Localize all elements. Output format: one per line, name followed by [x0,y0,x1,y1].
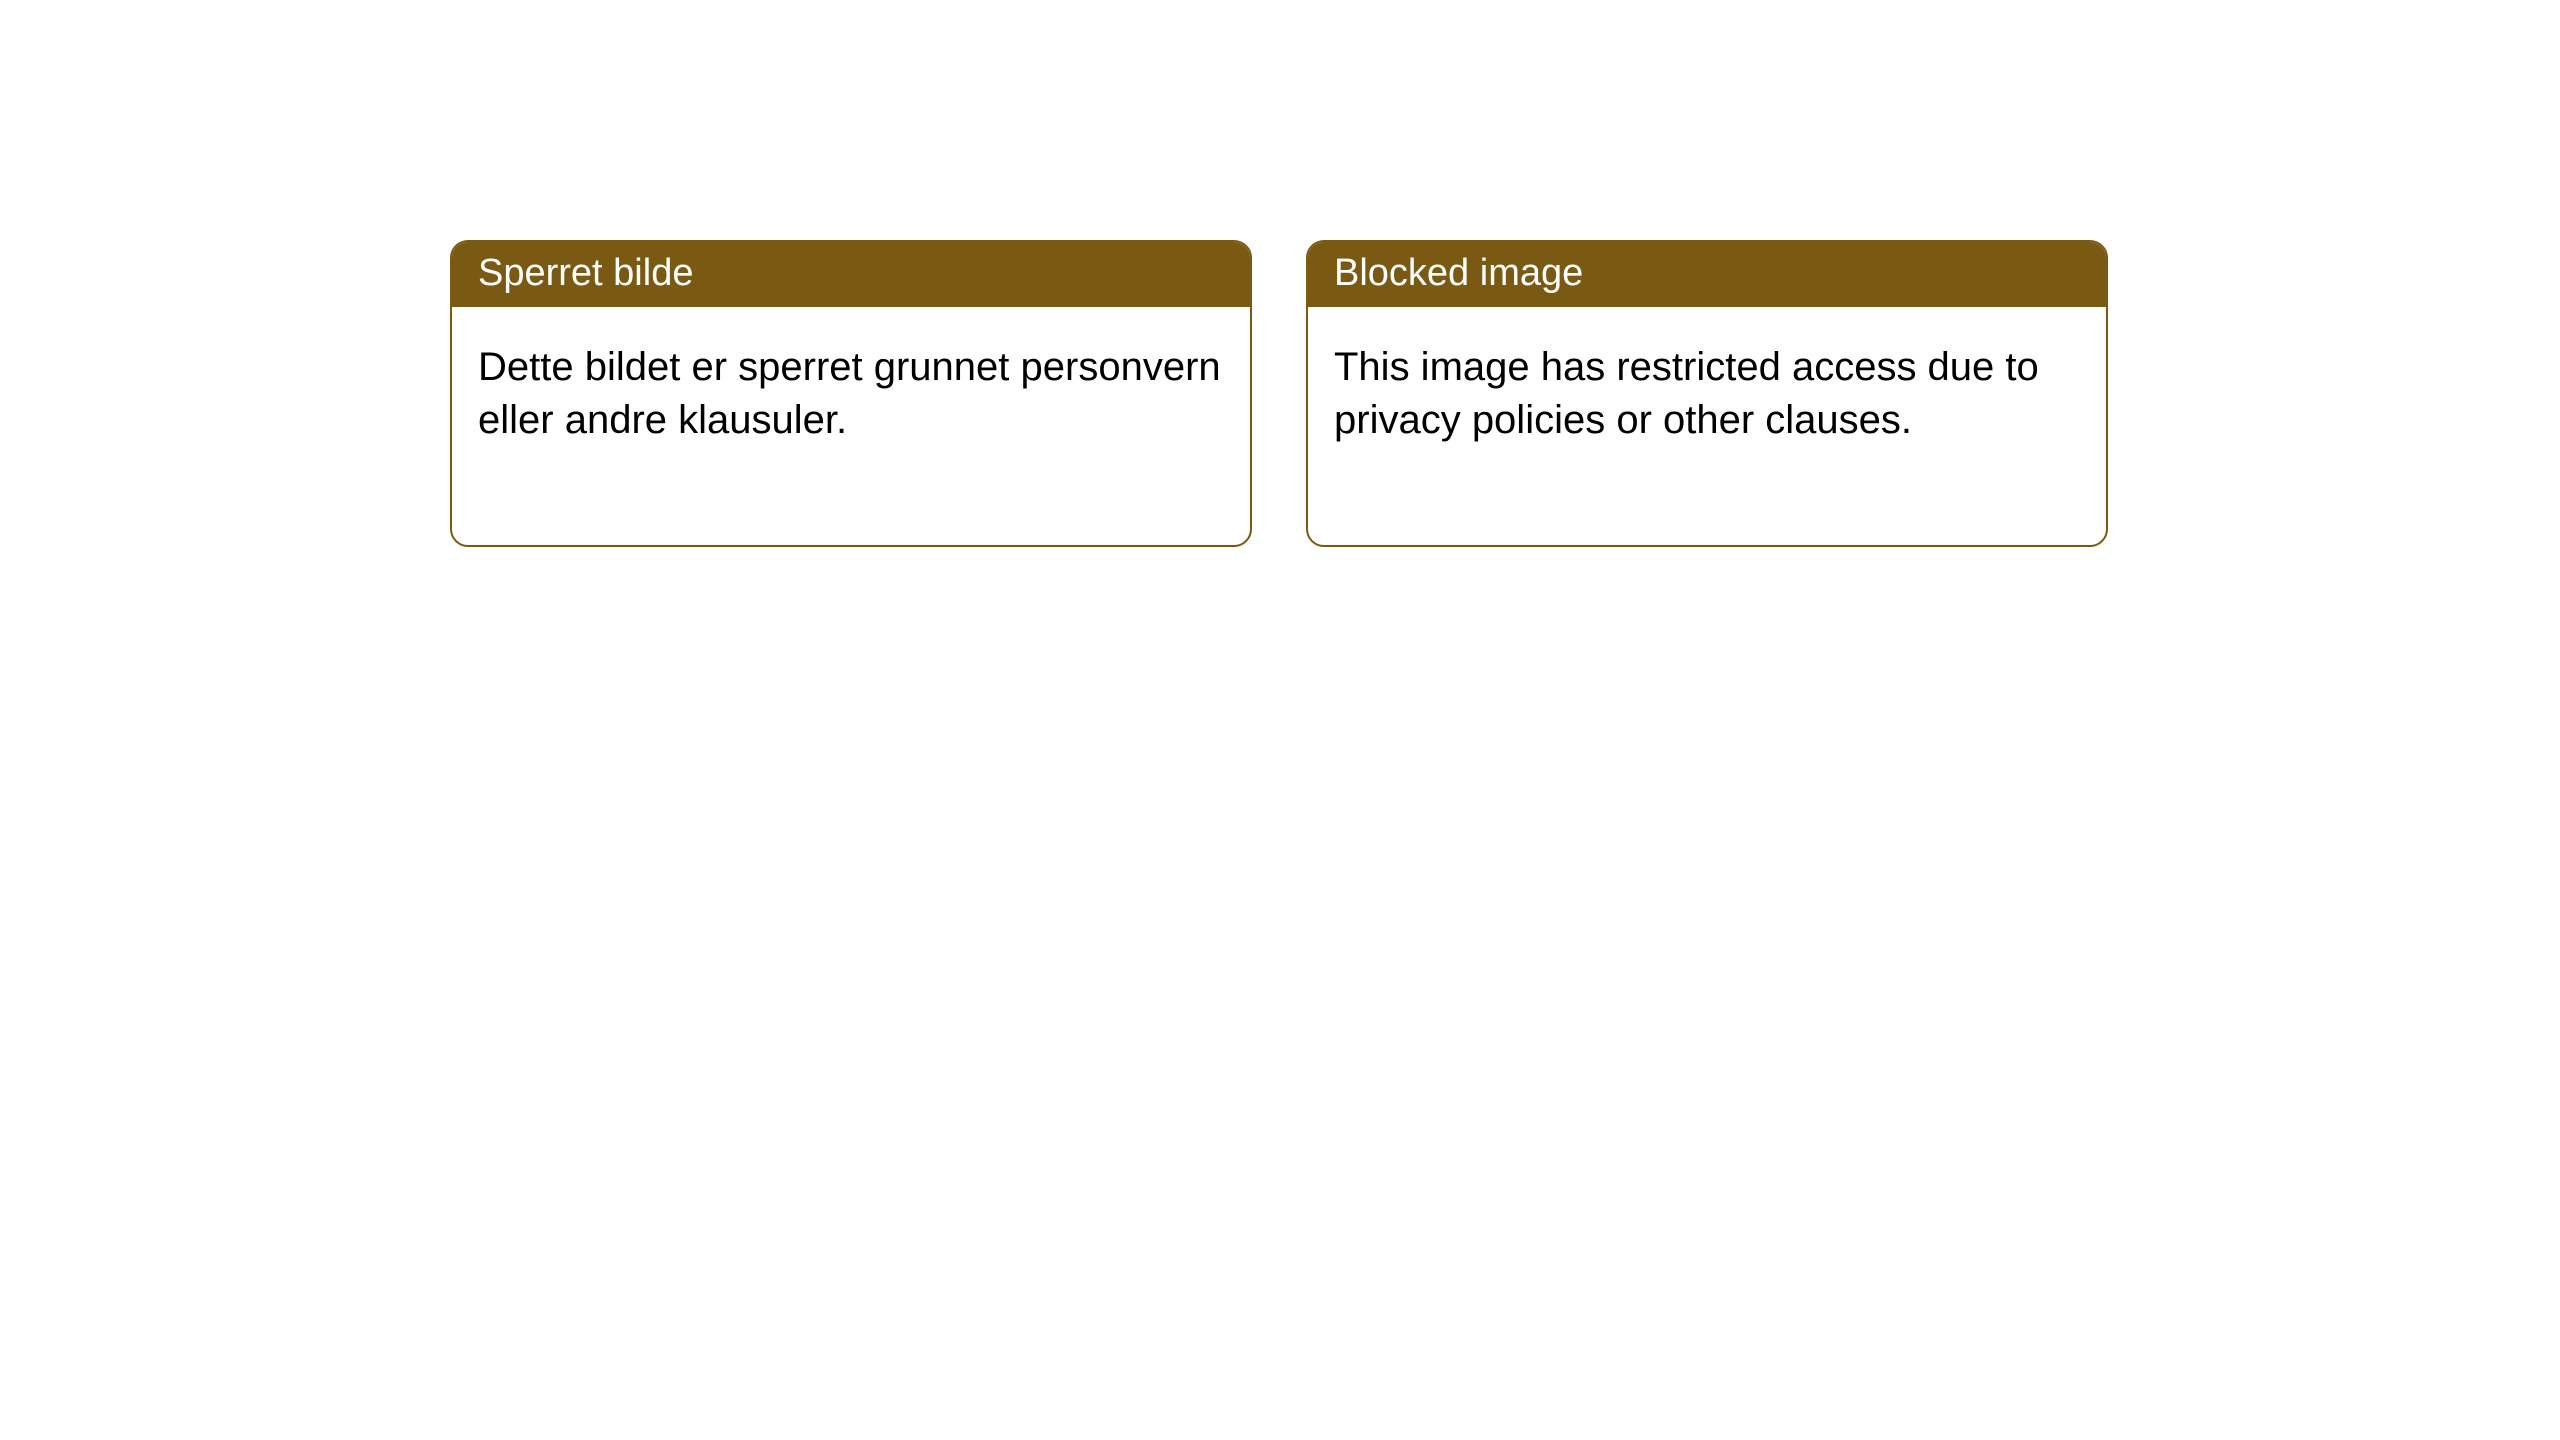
card-title: Blocked image [1334,252,1583,294]
notice-card-norwegian: Sperret bilde Dette bildet er sperret gr… [450,240,1252,547]
card-body-text: This image has restricted access due to … [1334,341,2080,447]
card-body: This image has restricted access due to … [1308,307,2106,545]
notice-container: Sperret bilde Dette bildet er sperret gr… [0,0,2560,547]
card-body-text: Dette bildet er sperret grunnet personve… [478,341,1224,447]
card-body: Dette bildet er sperret grunnet personve… [452,307,1250,545]
card-header: Sperret bilde [452,242,1250,307]
card-header: Blocked image [1308,242,2106,307]
notice-card-english: Blocked image This image has restricted … [1306,240,2108,547]
card-title: Sperret bilde [478,252,693,294]
